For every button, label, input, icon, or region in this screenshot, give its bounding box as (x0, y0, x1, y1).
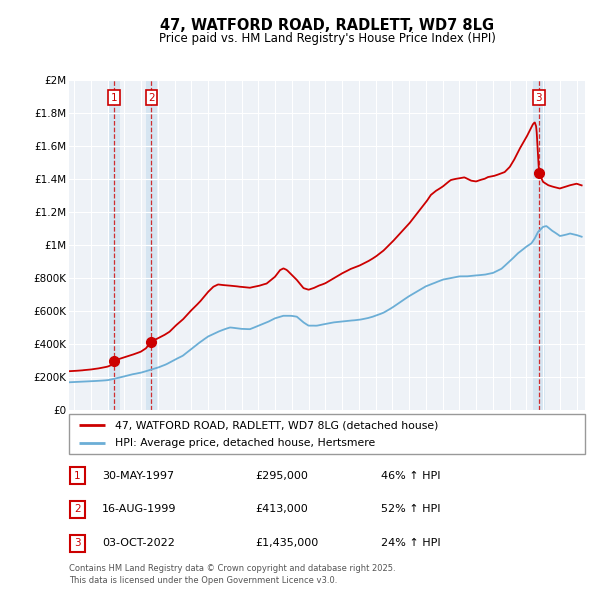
Text: 47, WATFORD ROAD, RADLETT, WD7 8LG: 47, WATFORD ROAD, RADLETT, WD7 8LG (160, 18, 494, 32)
Text: 30-MAY-1997: 30-MAY-1997 (102, 471, 174, 481)
Text: 46% ↑ HPI: 46% ↑ HPI (381, 471, 440, 481)
Bar (109, 80, 120, 410)
Text: 52% ↑ HPI: 52% ↑ HPI (381, 504, 440, 514)
Text: 3: 3 (74, 538, 81, 548)
Text: 1: 1 (74, 471, 81, 481)
Text: 1: 1 (111, 93, 118, 103)
Text: Contains HM Land Registry data © Crown copyright and database right 2025.
This d: Contains HM Land Registry data © Crown c… (69, 565, 395, 585)
Text: 47, WATFORD ROAD, RADLETT, WD7 8LG (detached house): 47, WATFORD ROAD, RADLETT, WD7 8LG (deta… (115, 420, 439, 430)
Text: £413,000: £413,000 (255, 504, 308, 514)
Text: 2: 2 (148, 93, 155, 103)
Bar (533, 80, 545, 410)
Text: 2: 2 (74, 504, 81, 514)
Text: £295,000: £295,000 (255, 471, 308, 481)
Text: £1,435,000: £1,435,000 (255, 538, 318, 548)
Text: 16-AUG-1999: 16-AUG-1999 (102, 504, 176, 514)
Text: 3: 3 (536, 93, 542, 103)
Text: 24% ↑ HPI: 24% ↑ HPI (381, 538, 440, 548)
Bar (146, 80, 157, 410)
Text: 03-OCT-2022: 03-OCT-2022 (102, 538, 175, 548)
Text: Price paid vs. HM Land Registry's House Price Index (HPI): Price paid vs. HM Land Registry's House … (158, 32, 496, 45)
Text: HPI: Average price, detached house, Hertsmere: HPI: Average price, detached house, Hert… (115, 438, 376, 448)
